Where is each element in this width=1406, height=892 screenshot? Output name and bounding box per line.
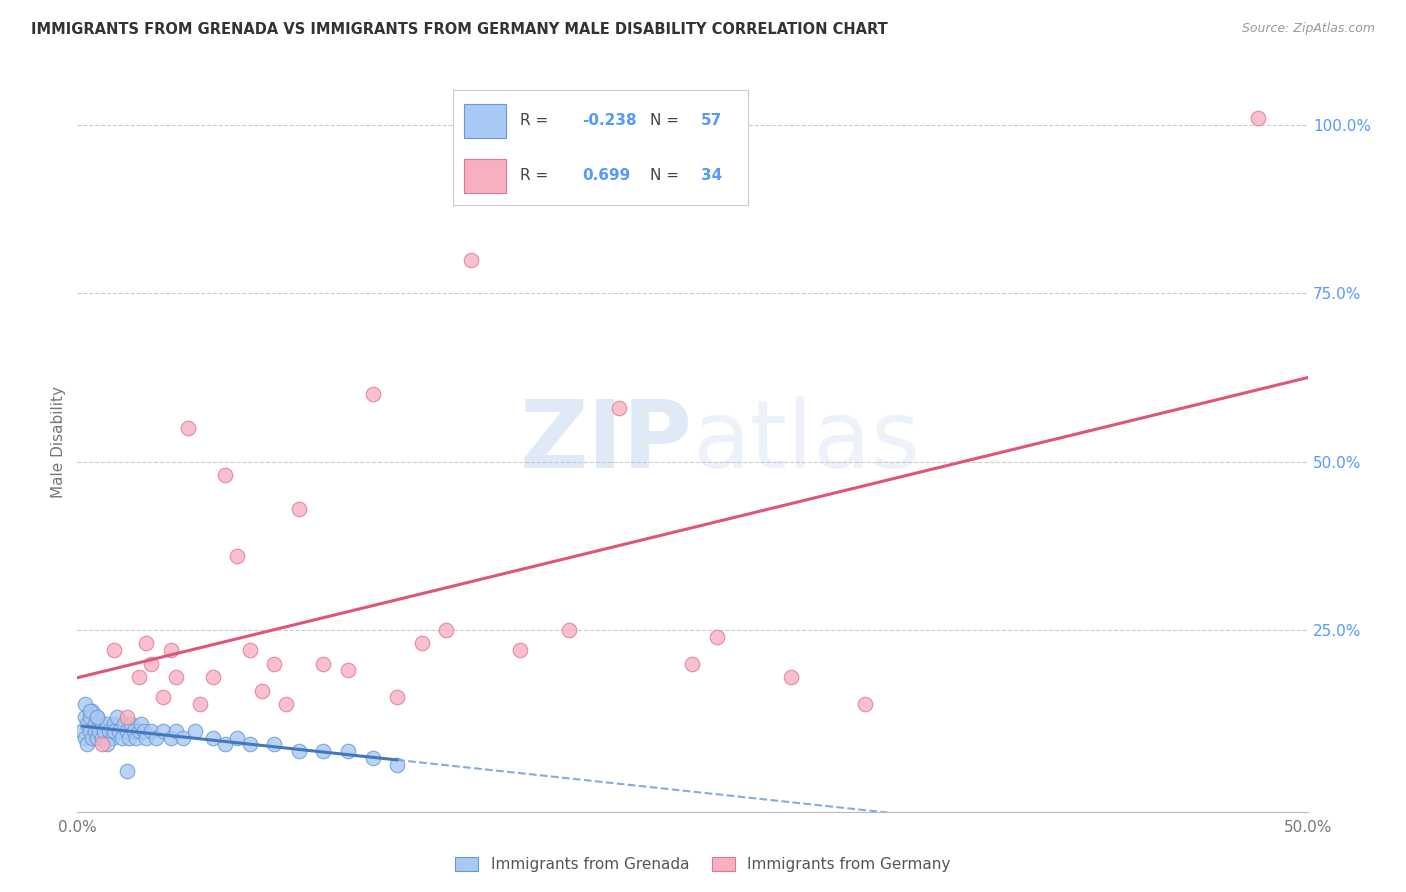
Point [86, 731, 108, 745]
Point [337, 744, 360, 758]
Point [105, 710, 128, 724]
Point [111, 731, 132, 745]
Point [361, 387, 384, 401]
Point [103, 643, 125, 657]
Point [337, 664, 360, 678]
Point [853, 697, 876, 711]
Point [214, 738, 236, 752]
Point [160, 643, 183, 657]
Point [89, 723, 111, 738]
Point [152, 723, 174, 738]
Point [86, 710, 108, 724]
Point [188, 697, 212, 711]
Point [780, 670, 803, 684]
Point [115, 764, 138, 779]
Point [135, 636, 157, 650]
Point [121, 717, 143, 731]
Point [184, 723, 207, 738]
Point [101, 731, 124, 745]
Point [607, 401, 630, 415]
Point [132, 723, 155, 738]
Point [250, 683, 273, 698]
Point [385, 690, 409, 705]
Point [509, 643, 531, 657]
Text: IMMIGRANTS FROM GRENADA VS IMMIGRANTS FROM GERMANY MALE DISABILITY CORRELATION C: IMMIGRANTS FROM GRENADA VS IMMIGRANTS FR… [31, 22, 887, 37]
Point [128, 670, 150, 684]
Point [160, 731, 183, 745]
Point [118, 731, 141, 745]
Point [76, 738, 98, 752]
Point [706, 630, 728, 644]
Text: ZIP: ZIP [520, 395, 693, 488]
Text: Source: ZipAtlas.com: Source: ZipAtlas.com [1241, 22, 1375, 36]
Point [73, 731, 96, 745]
Point [177, 421, 200, 435]
Point [288, 501, 311, 516]
Point [276, 697, 298, 711]
Point [90, 731, 114, 745]
Point [152, 690, 174, 705]
Point [239, 738, 262, 752]
Text: atlas: atlas [693, 395, 921, 488]
Point [682, 657, 704, 671]
Point [76, 717, 98, 731]
Point [201, 731, 224, 745]
Point [172, 731, 194, 745]
Point [128, 723, 150, 738]
Point [165, 723, 187, 738]
Point [93, 723, 115, 738]
Point [141, 657, 163, 671]
Point [558, 623, 581, 637]
Point [460, 252, 482, 267]
Point [201, 670, 224, 684]
Point [214, 468, 236, 483]
Point [411, 636, 433, 650]
Point [90, 738, 114, 752]
Point [103, 723, 125, 738]
Point [112, 717, 135, 731]
Legend: Immigrants from Grenada, Immigrants from Germany: Immigrants from Grenada, Immigrants from… [449, 849, 957, 880]
Point [83, 717, 105, 731]
Point [115, 710, 138, 724]
Point [141, 723, 163, 738]
Point [263, 657, 285, 671]
Point [226, 549, 249, 563]
Point [82, 731, 104, 745]
Point [86, 710, 108, 724]
Point [385, 757, 409, 772]
Point [70, 723, 93, 738]
Point [73, 697, 96, 711]
Point [73, 710, 96, 724]
Point [108, 723, 131, 738]
Point [288, 744, 311, 758]
Point [79, 710, 101, 724]
Point [103, 717, 125, 731]
Point [115, 723, 138, 738]
Point [165, 670, 187, 684]
Point [312, 744, 335, 758]
Point [98, 723, 121, 738]
Point [1247, 112, 1270, 126]
Point [145, 731, 167, 745]
Point [135, 731, 157, 745]
Point [83, 723, 105, 738]
Point [129, 717, 153, 731]
Point [263, 738, 285, 752]
Point [226, 731, 249, 745]
Point [96, 738, 118, 752]
Point [90, 717, 114, 731]
Point [122, 723, 145, 738]
Point [312, 657, 335, 671]
Point [82, 704, 104, 718]
Point [125, 731, 148, 745]
Y-axis label: Male Disability: Male Disability [51, 385, 66, 498]
Point [361, 751, 384, 765]
Point [239, 643, 262, 657]
Point [436, 623, 458, 637]
Point [79, 723, 101, 738]
Point [96, 717, 118, 731]
Point [79, 704, 101, 718]
